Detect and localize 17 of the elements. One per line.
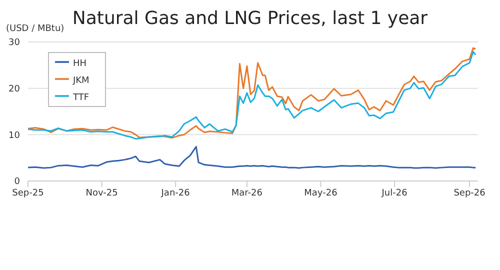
legend-label: HH (73, 59, 87, 69)
y-tick-label: 10 (8, 130, 20, 141)
x-tick-label: Sep-25 (12, 188, 44, 198)
legend-label: JKM (73, 76, 90, 86)
x-tick-label: Jan-26 (160, 188, 190, 198)
chart-title: Natural Gas and LNG Prices, last 1 year (72, 8, 428, 29)
x-tick-label: Sep-26 (454, 188, 486, 198)
x-tick-label: Jul-26 (380, 188, 408, 198)
y-tick-label: 0 (14, 177, 20, 188)
y-axis-title: (USD / MBtu) (6, 24, 64, 34)
x-tick-label: May-26 (304, 188, 338, 198)
y-tick-label: 30 (8, 38, 20, 48)
legend-label: TTF (73, 93, 90, 103)
x-tick-label: Nov-25 (86, 188, 118, 198)
line-series (28, 146, 476, 169)
x-tick-label: Mar-26 (231, 188, 263, 198)
y-tick-label: 20 (8, 84, 20, 95)
